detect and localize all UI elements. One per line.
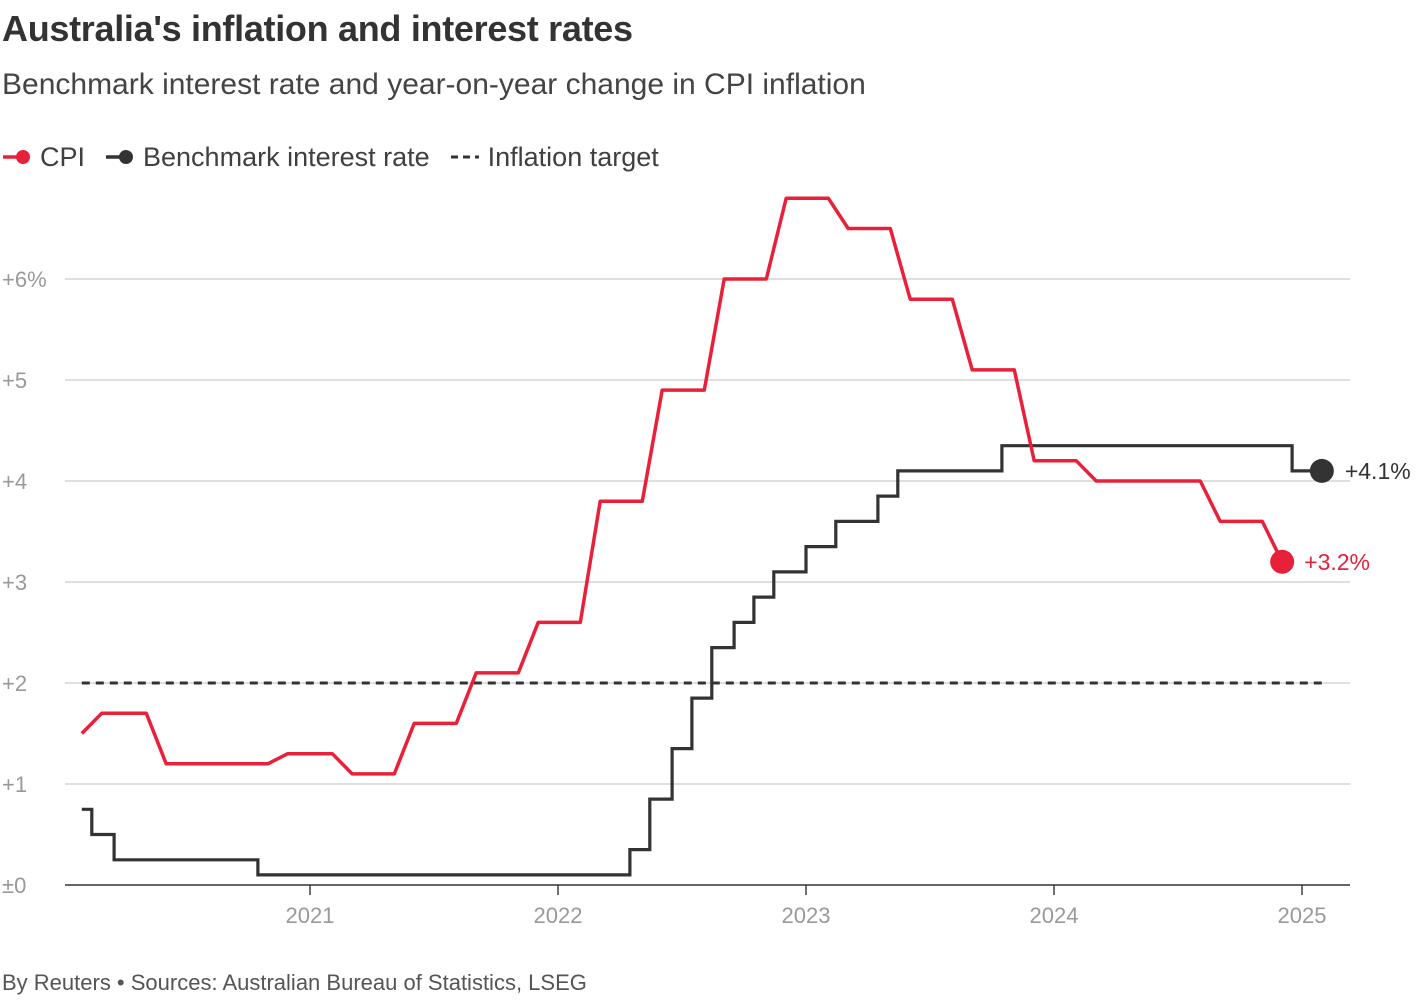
y-tick-label: +3 [2,570,27,595]
chart-title: Australia's inflation and interest rates [2,8,633,49]
axes: ±0 +1 +2 +3 +4 +5 +6% 2021 2022 2023 2024 2025 [2,267,1350,928]
y-tick-label: +1 [2,772,27,797]
cpi-end-label: +3.2% [1304,549,1370,575]
legend-rate-swatch-icon [106,150,134,164]
y-tick-label: +2 [2,671,27,696]
rate-end-marker [1309,458,1334,483]
legend-item-cpi: CPI [2,142,85,173]
cpi-end-marker [1270,549,1295,574]
chart-subtitle: Benchmark interest rate and year-on-year… [2,68,866,101]
source-footer: By Reuters • Sources: Australian Bureau … [2,970,587,995]
legend-target-swatch-icon [450,155,479,159]
rate-end-label: +4.1% [1345,458,1411,484]
legend: CPI Benchmark interest rate Inflation ta… [2,138,679,176]
x-tick-label: 2023 [782,903,831,928]
x-tick-label: 2021 [286,903,335,928]
x-tick-label: 2024 [1030,903,1079,928]
legend-target-label: Inflation target [487,141,659,172]
legend-cpi-label: CPI [40,141,86,172]
legend-item-target: Inflation target [450,142,659,173]
y-tick-label: ±0 [2,873,26,898]
series-cpi [80,196,1284,776]
x-tick-label: 2022 [534,903,583,928]
legend-item-rate: Benchmark interest rate [105,142,430,173]
gridlines [65,278,1350,785]
series [80,196,1322,877]
y-tick-label: +4 [2,469,27,494]
series-interest-rate [81,444,1322,877]
y-tick-label: +6% [2,267,47,292]
x-tick-label: 2025 [1278,903,1327,928]
legend-rate-label: Benchmark interest rate [143,141,430,172]
end-labels: +4.1% +3.2% [1270,458,1411,575]
y-tick-label: +5 [2,368,27,393]
legend-cpi-swatch-icon [3,150,30,164]
